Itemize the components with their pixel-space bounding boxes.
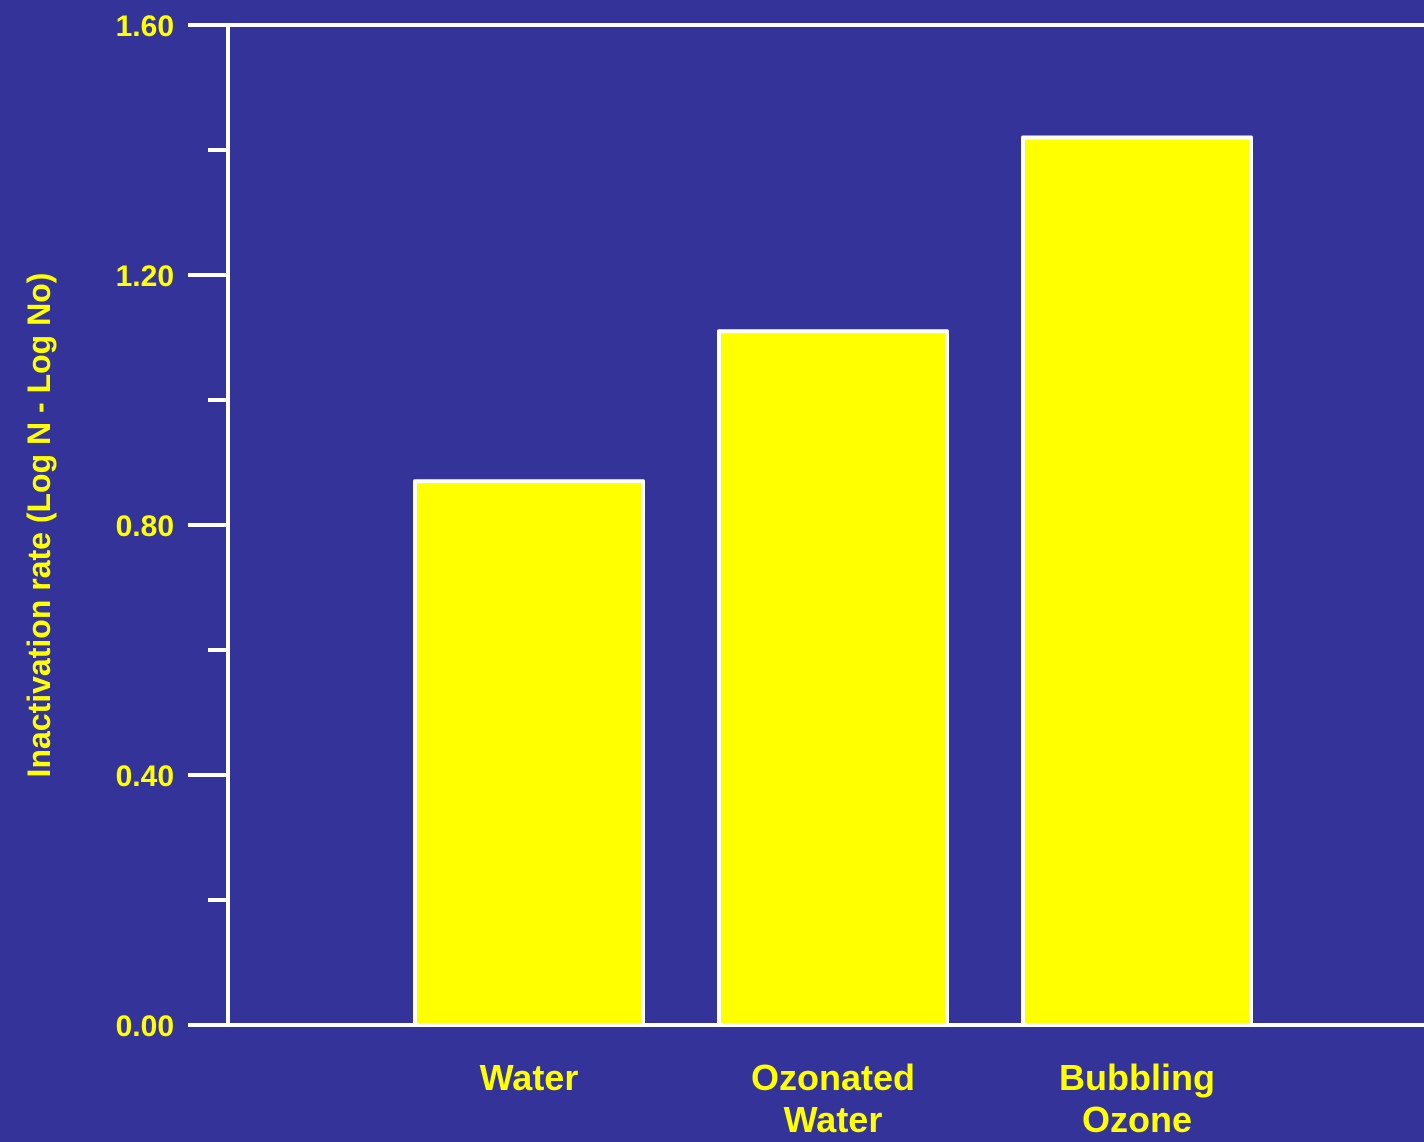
bar-1 xyxy=(717,329,949,1027)
bars-group xyxy=(413,135,1253,1027)
x-axis-labels: Water Ozonated Water Bubbling Ozone xyxy=(480,1057,1215,1140)
x-category-label: Ozonated Water xyxy=(751,1057,915,1140)
bar-0 xyxy=(413,479,645,1027)
y-axis-ticks: 0.00 0.40 0.80 1.20 1.60 xyxy=(116,10,228,1043)
x-category-label: Bubbling Ozone xyxy=(1059,1057,1215,1140)
y-axis-title: Inactivation rate (Log N - Log No) xyxy=(21,273,57,778)
y-tick-label: 0.00 xyxy=(116,1010,174,1043)
y-tick-label: 1.20 xyxy=(116,260,174,293)
x-category-label: Water xyxy=(480,1057,579,1098)
y-tick-label: 1.60 xyxy=(116,10,174,43)
bar-2 xyxy=(1021,135,1253,1027)
y-tick-label: 0.40 xyxy=(116,760,174,793)
y-tick-label: 0.80 xyxy=(116,510,174,543)
